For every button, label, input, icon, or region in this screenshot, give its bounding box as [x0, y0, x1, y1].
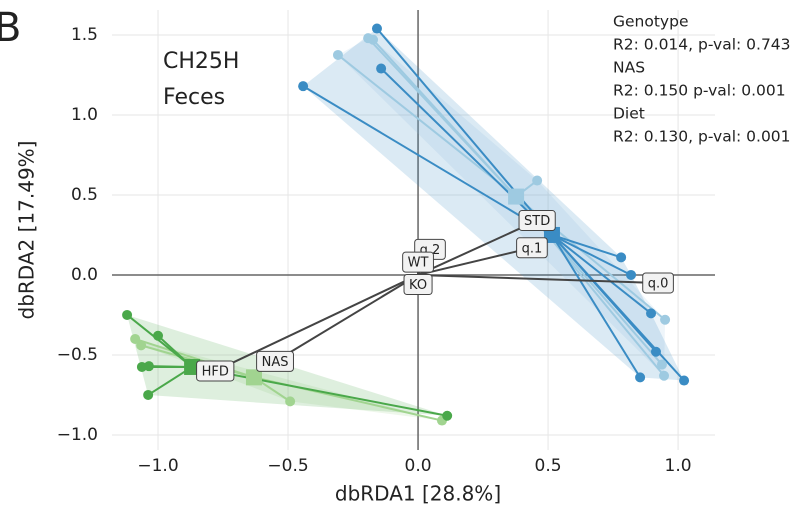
y-tick-label: 0.0: [71, 265, 98, 285]
biplot-label: KO: [409, 278, 427, 293]
segment: [337, 54, 517, 198]
x-tick-label: 1.0: [665, 456, 692, 476]
y-tick-label: −1.0: [57, 425, 98, 445]
point: [659, 370, 670, 381]
biplot-label: NAS: [262, 355, 289, 370]
biplot-label: q.1: [522, 241, 543, 256]
point: [368, 34, 379, 45]
y-tick-label: 1.0: [71, 105, 98, 125]
segment: [302, 85, 553, 236]
annotation: CH25H: [163, 49, 239, 74]
annotation: Feces: [163, 85, 225, 110]
point: [532, 175, 543, 186]
biplot-label: STD: [524, 214, 550, 229]
point: [285, 396, 296, 407]
centroid: [245, 369, 262, 386]
biplot-box: [518, 210, 556, 232]
biplot-label: HFD: [202, 364, 229, 379]
stats-text: R2: 0.014, p-val: 0.743: [613, 36, 791, 54]
segment: [372, 39, 517, 198]
point: [635, 372, 646, 383]
hull: [303, 28, 685, 381]
stats-text: R2: 0.150 p-val: 0.001: [613, 82, 786, 100]
y-axis-label: dbRDA2 [17.49%]: [15, 141, 39, 320]
biplot-box: [403, 274, 433, 296]
stats-text: R2: 0.130, p-val: 0.001: [613, 128, 791, 146]
biplot-box: [516, 237, 548, 259]
biplot-arrow: [417, 219, 538, 276]
biplot-box: [196, 360, 235, 382]
x-tick-label: 0.5: [535, 456, 562, 476]
stats-text: Genotype: [613, 13, 688, 31]
point: [371, 23, 382, 34]
point: [656, 359, 667, 370]
centroid: [508, 188, 525, 205]
point: [376, 63, 387, 74]
biplot-label: q.0: [648, 276, 669, 291]
hull: [127, 314, 448, 416]
point: [646, 308, 657, 319]
point: [660, 314, 671, 325]
point: [153, 330, 164, 341]
segment: [191, 365, 448, 417]
point: [143, 389, 154, 400]
biplot-label: WT: [408, 256, 429, 271]
biplot-box: [642, 272, 674, 294]
x-tick-label: 0.0: [405, 456, 432, 476]
segment: [551, 234, 622, 259]
point: [442, 410, 453, 421]
point: [626, 269, 637, 280]
panel-label: B: [0, 5, 21, 51]
segment: [551, 234, 632, 276]
x-tick-label: −0.5: [267, 456, 308, 476]
biplot-box: [256, 350, 294, 372]
point: [332, 49, 343, 60]
biplot-arrow: [214, 274, 419, 372]
stats-text: Diet: [613, 105, 645, 123]
y-tick-label: −0.5: [57, 345, 98, 365]
point: [143, 361, 154, 372]
biplot-arrow: [274, 274, 419, 363]
biplot-arrow: [417, 246, 533, 276]
point: [650, 346, 661, 357]
segment: [380, 67, 553, 236]
point: [122, 309, 133, 320]
centroid: [184, 358, 201, 375]
x-axis-label: dbRDA1 [28.8%]: [335, 482, 501, 506]
segment: [551, 234, 641, 378]
biplot-arrow: [418, 273, 659, 284]
y-tick-label: 0.5: [71, 185, 98, 205]
point: [136, 340, 147, 351]
point: [616, 252, 627, 263]
x-tick-label: −1.0: [137, 456, 178, 476]
y-tick-label: 1.5: [71, 25, 98, 45]
segment: [551, 234, 685, 382]
biplot-box: [402, 251, 434, 273]
segment: [551, 234, 652, 315]
point: [130, 333, 141, 344]
hull: [337, 38, 666, 376]
point: [298, 81, 309, 92]
stats-text: NAS: [613, 59, 645, 77]
point: [679, 375, 690, 386]
